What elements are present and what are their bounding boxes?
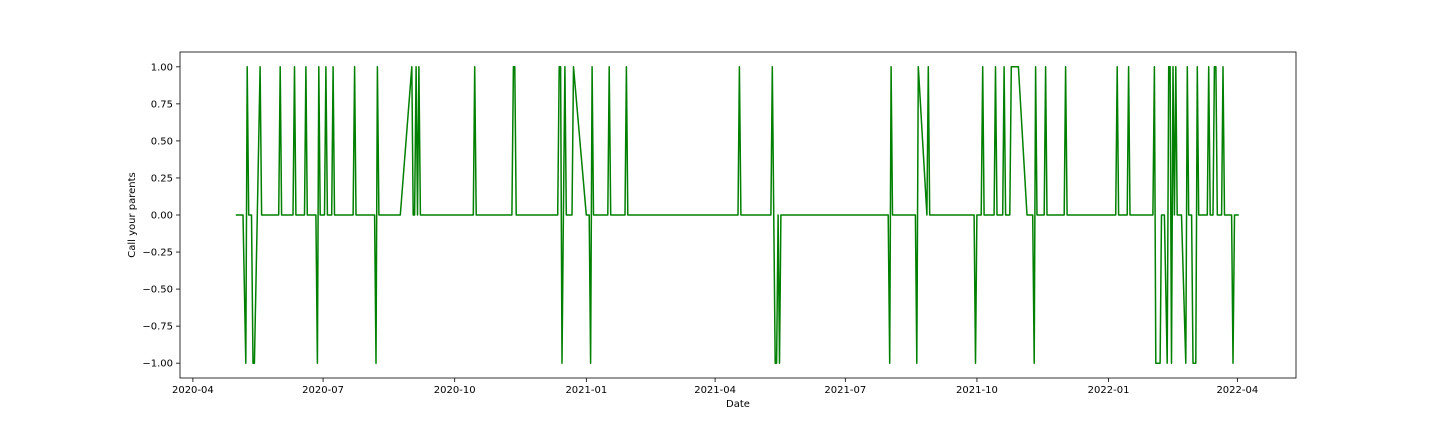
- x-tick-label: 2022-01: [1088, 385, 1130, 396]
- y-axis-label: Call your parents: [127, 172, 138, 258]
- y-tick-label: 0.75: [151, 99, 173, 110]
- y-axis: 1.00 0.75 0.50 0.25 0.00 −0.25 −0.50 −0.75 −1.00: [142, 62, 180, 370]
- y-tick-label: 0.25: [151, 173, 173, 184]
- y-tick-label: −0.75: [142, 322, 173, 333]
- y-tick-label: 0.00: [151, 211, 173, 222]
- y-tick-label: −1.00: [142, 359, 173, 370]
- x-tick-label: 2021-10: [956, 385, 998, 396]
- x-tick-label: 2020-07: [302, 385, 344, 396]
- series-line: [235, 66, 1239, 364]
- x-tick-label: 2020-10: [434, 385, 476, 396]
- x-tick-label: 2021-07: [824, 385, 866, 396]
- x-axis-label: Date: [726, 399, 750, 410]
- y-tick-label: −0.25: [142, 248, 173, 259]
- plot-area: [179, 51, 1297, 379]
- x-tick-label: 2022-04: [1216, 385, 1258, 396]
- x-tick-label: 2021-04: [694, 385, 736, 396]
- x-tick-label: 2021-01: [565, 385, 607, 396]
- x-axis: 2020-04 2020-07 2020-10 2021-01 2021-04 2021-…: [172, 378, 1258, 396]
- y-tick-label: 1.00: [151, 62, 173, 73]
- y-tick-label: −0.50: [142, 285, 173, 296]
- y-tick-label: 0.50: [151, 136, 173, 147]
- x-tick-label: 2020-04: [172, 385, 214, 396]
